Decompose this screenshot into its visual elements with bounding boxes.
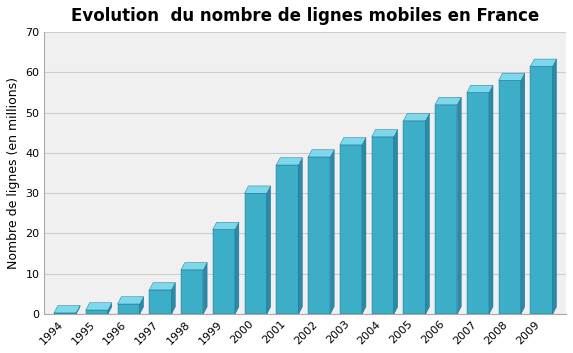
Polygon shape — [372, 130, 398, 137]
Polygon shape — [531, 66, 553, 314]
Polygon shape — [340, 138, 366, 145]
Polygon shape — [54, 306, 80, 313]
Polygon shape — [499, 80, 521, 314]
Polygon shape — [245, 193, 267, 314]
Polygon shape — [553, 59, 556, 314]
Y-axis label: Nombre de lignes (en millions): Nombre de lignes (en millions) — [7, 77, 20, 269]
Polygon shape — [181, 263, 207, 270]
Polygon shape — [150, 290, 171, 314]
Polygon shape — [394, 130, 398, 314]
Polygon shape — [181, 270, 203, 314]
Polygon shape — [245, 186, 270, 193]
Polygon shape — [435, 104, 457, 314]
Polygon shape — [403, 121, 426, 314]
Polygon shape — [235, 222, 239, 314]
Polygon shape — [531, 59, 556, 66]
Polygon shape — [276, 158, 303, 165]
Polygon shape — [140, 297, 144, 314]
Polygon shape — [521, 73, 525, 314]
Polygon shape — [362, 138, 366, 314]
Polygon shape — [499, 73, 525, 80]
Polygon shape — [213, 222, 239, 229]
Polygon shape — [331, 150, 334, 314]
Polygon shape — [108, 303, 112, 314]
Title: Evolution  du nombre de lignes mobiles en France: Evolution du nombre de lignes mobiles en… — [71, 7, 539, 25]
Polygon shape — [203, 263, 207, 314]
Polygon shape — [426, 113, 430, 314]
Polygon shape — [86, 310, 108, 314]
Polygon shape — [403, 113, 430, 121]
Polygon shape — [117, 304, 140, 314]
Polygon shape — [86, 303, 112, 310]
Polygon shape — [276, 165, 299, 314]
Polygon shape — [267, 186, 270, 314]
Polygon shape — [299, 158, 303, 314]
Polygon shape — [213, 229, 235, 314]
Polygon shape — [117, 297, 144, 304]
Polygon shape — [340, 145, 362, 314]
Polygon shape — [76, 306, 80, 314]
Polygon shape — [457, 97, 461, 314]
Polygon shape — [171, 283, 175, 314]
Polygon shape — [150, 283, 175, 290]
Polygon shape — [435, 97, 461, 104]
Polygon shape — [467, 85, 493, 92]
Polygon shape — [308, 150, 334, 157]
Polygon shape — [308, 157, 331, 314]
Polygon shape — [54, 313, 76, 314]
Polygon shape — [372, 137, 394, 314]
Polygon shape — [467, 92, 489, 314]
Polygon shape — [489, 85, 493, 314]
